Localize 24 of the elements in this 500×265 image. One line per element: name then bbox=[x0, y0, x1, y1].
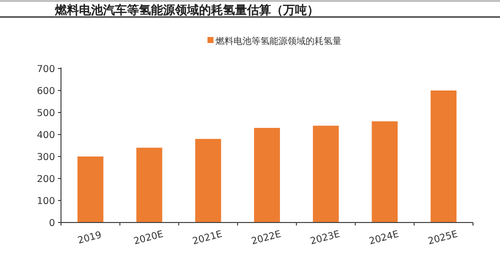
bar bbox=[195, 138, 222, 222]
bar bbox=[77, 156, 104, 222]
y-tick-label: 300 bbox=[36, 152, 55, 163]
x-tick-label: 2025E bbox=[426, 228, 459, 248]
bar bbox=[312, 126, 339, 222]
y-tick-label: 200 bbox=[36, 174, 55, 185]
x-tick-label: 2024E bbox=[368, 228, 400, 248]
bar bbox=[372, 121, 398, 222]
y-tick-label: 600 bbox=[36, 86, 55, 97]
legend-label: 燃料电池等氢能源领域的耗氢量 bbox=[216, 36, 342, 47]
x-tick-label: 2022E bbox=[250, 228, 282, 248]
x-tick-label: 2019 bbox=[76, 230, 103, 247]
y-tick-label: 400 bbox=[36, 130, 55, 141]
x-tick-label: 2020E bbox=[132, 228, 165, 248]
y-tick-label: 100 bbox=[36, 196, 55, 207]
y-tick-label: 500 bbox=[36, 108, 55, 119]
y-tick-label: 700 bbox=[36, 64, 55, 75]
x-tick-label: 2021E bbox=[191, 228, 224, 248]
chart-title: 燃料电池汽车等氢能源领域的耗氢量估算（万吨） bbox=[54, 3, 319, 17]
bar bbox=[254, 128, 280, 222]
bar bbox=[430, 90, 457, 222]
y-tick-label: 0 bbox=[48, 218, 55, 229]
bar bbox=[136, 148, 162, 222]
x-tick-label: 2023E bbox=[309, 228, 342, 248]
